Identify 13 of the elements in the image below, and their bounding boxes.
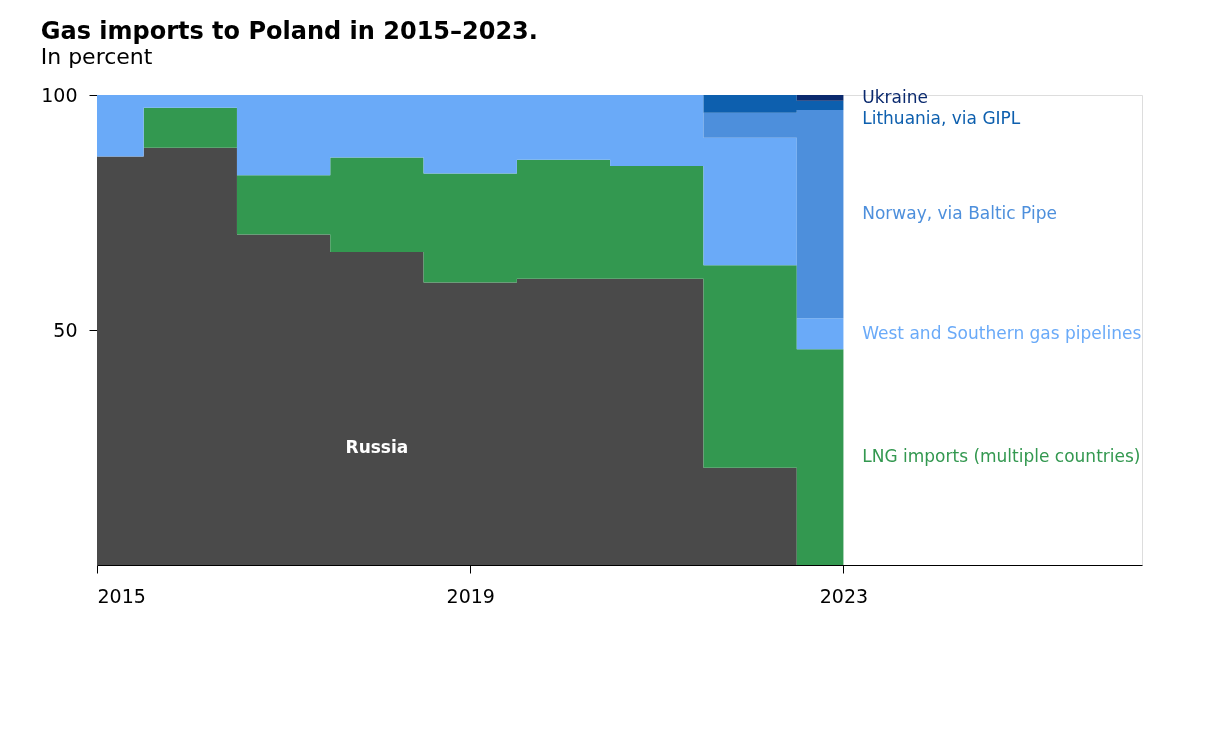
chart-title: Gas imports to Poland in 2015–2023. — [40, 17, 538, 45]
x-tick-label: 2015 — [97, 584, 146, 607]
series-label: Russia — [345, 436, 409, 457]
series-label: Norway, via Baltic Pipe — [862, 203, 1057, 224]
series-label: LNG imports (multiple countries) — [862, 446, 1141, 467]
y-tick-label: 100 — [41, 83, 78, 106]
chart-subtitle: In percent — [40, 44, 153, 69]
series-label: West and Southern gas pipelines — [862, 322, 1142, 343]
x-tick-label: 2019 — [446, 584, 495, 607]
y-tick-label: 50 — [53, 318, 78, 341]
series-label: Ukraine — [862, 86, 928, 107]
x-tick-label: 2023 — [819, 584, 869, 607]
series-label: Lithuania, via GIPL — [862, 107, 1021, 128]
